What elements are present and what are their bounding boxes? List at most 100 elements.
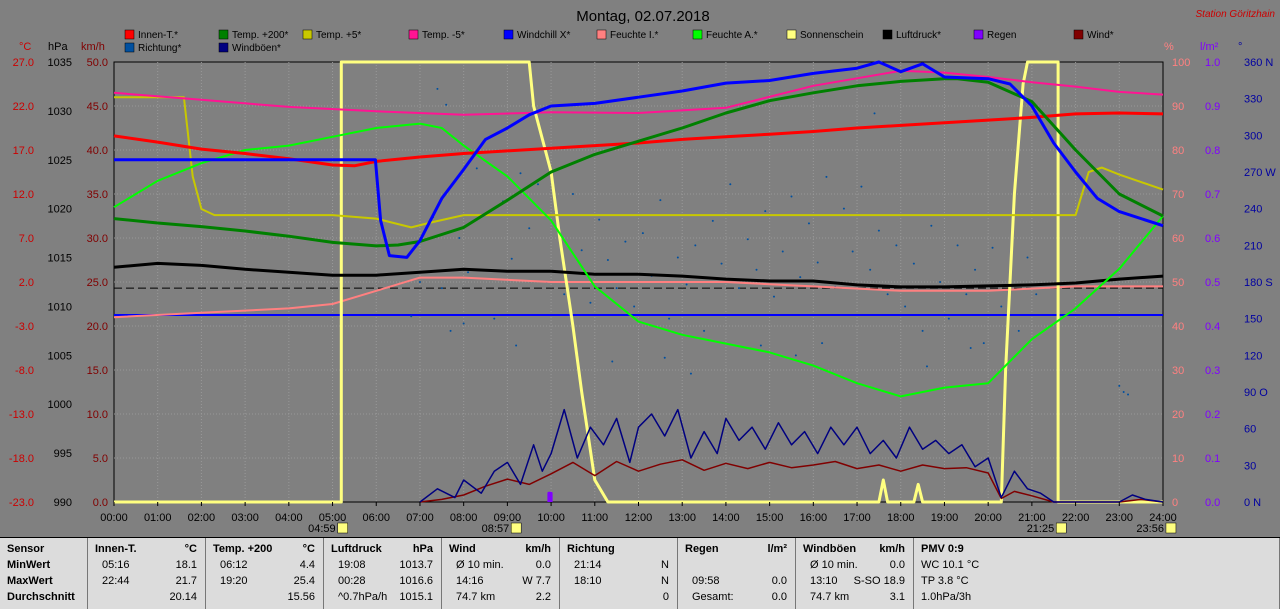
direction-point bbox=[755, 268, 758, 271]
direction-point bbox=[703, 329, 706, 332]
rain-tick-label: 0.2 bbox=[1205, 409, 1220, 421]
chart-title: Montag, 02.07.2018 bbox=[576, 8, 709, 25]
rain-tick-label: 0.9 bbox=[1205, 101, 1220, 113]
x-tick-label: 02:00 bbox=[188, 512, 216, 524]
rain-tick-label: 0.6 bbox=[1205, 233, 1220, 245]
table-header-label: Windböen bbox=[803, 543, 857, 555]
temp-unit: °C bbox=[19, 41, 31, 53]
x-tick-label: 06:00 bbox=[362, 512, 390, 524]
legend-item-richtung-swatch bbox=[124, 42, 135, 53]
direction-point bbox=[790, 195, 793, 198]
wind-tick-label: 20.0 bbox=[87, 321, 108, 333]
press-tick-label: 1025 bbox=[48, 155, 72, 167]
x-tick-label: 04:00 bbox=[275, 512, 303, 524]
direction-point bbox=[1122, 391, 1125, 393]
x-tick-label: 13:00 bbox=[668, 512, 696, 524]
table-row: 09:58 0.0 bbox=[678, 573, 795, 589]
humid-tick-label: 80 bbox=[1172, 145, 1184, 157]
table-cell-value: 0 bbox=[662, 591, 669, 603]
legend-item-wind-swatch bbox=[1073, 29, 1084, 40]
dir-tick-label: 0 N bbox=[1244, 497, 1261, 509]
table-header-label: Regen bbox=[685, 543, 719, 555]
wind-tick-label: 5.0 bbox=[93, 453, 108, 465]
table-header-unit: l/m² bbox=[767, 543, 787, 555]
table-row: 19:08 1013.7 bbox=[324, 557, 441, 573]
table-row: 15.56 bbox=[206, 589, 323, 605]
direction-point bbox=[676, 256, 679, 259]
direction-point bbox=[947, 317, 950, 320]
table-header-label: Temp. +200 bbox=[213, 543, 273, 555]
direction-point bbox=[1118, 384, 1121, 387]
legend-item-innen-t-swatch bbox=[124, 29, 135, 40]
series-temp-5 bbox=[114, 96, 1164, 229]
wind-tick-label: 35.0 bbox=[87, 189, 108, 201]
direction-point bbox=[589, 301, 592, 304]
x-tick-label: 21:00 bbox=[1018, 512, 1046, 524]
legend-item-temp-5-swatch bbox=[408, 29, 419, 40]
press-tick-label: 1030 bbox=[48, 106, 72, 118]
table-row-label: MaxWert bbox=[7, 575, 53, 587]
statistics-table: Sensor MinWert MaxWert Durchschnitt Innen-T.… bbox=[0, 537, 1280, 609]
x-tick-label: 07:00 bbox=[406, 512, 434, 524]
table-header: Temp. +200 °C bbox=[206, 541, 323, 557]
table-row: Ø 10 min. 0.0 bbox=[442, 557, 559, 573]
table-row: 05:16 18.1 bbox=[88, 557, 205, 573]
table-cell-value: 1016.6 bbox=[399, 575, 433, 587]
direction-point bbox=[930, 224, 933, 227]
x-tick-label: 12:00 bbox=[625, 512, 653, 524]
table-cell-value: 0.0 bbox=[771, 591, 787, 603]
direction-point bbox=[458, 237, 461, 239]
station-name: Station Göritzhain bbox=[1196, 9, 1276, 20]
direction-point bbox=[738, 287, 741, 290]
wind-tick-label: 30.0 bbox=[87, 233, 108, 245]
x-tick-label: 08:00 bbox=[450, 512, 478, 524]
dir-tick-label: 240 bbox=[1244, 204, 1262, 216]
table-header: Richtung bbox=[560, 541, 677, 557]
table-cell-time: 18:10 bbox=[574, 575, 602, 587]
table-cell-value: 2.2 bbox=[535, 591, 551, 603]
sun-marker-label: 08:57 bbox=[482, 523, 510, 535]
series-windchill-x bbox=[114, 60, 1164, 259]
weather-chart: Montag, 02.07.2018 Station Göritzhain In… bbox=[8, 8, 1277, 535]
dir-tick-label: 300 bbox=[1244, 130, 1262, 142]
rain-tick-label: 0.3 bbox=[1205, 365, 1220, 377]
temp-tick-label: -23.0 bbox=[9, 497, 34, 509]
table-row: 06:12 4.4 bbox=[206, 557, 323, 573]
table-row: WC 10.1 °C bbox=[914, 557, 1279, 573]
direction-point bbox=[746, 238, 749, 241]
direction-point bbox=[418, 281, 421, 283]
wind-tick-label: 0.0 bbox=[93, 497, 108, 509]
table-header-unit: °C bbox=[302, 543, 315, 555]
x-tick-label: 15:00 bbox=[756, 512, 784, 524]
table-cell-time: 13:10 bbox=[810, 575, 838, 587]
legend-item-regen: Regen bbox=[987, 30, 1016, 41]
table-cell-value: N bbox=[661, 575, 669, 587]
table-cell-value: S-SO 18.9 bbox=[853, 575, 905, 587]
table-row bbox=[678, 557, 795, 573]
table-cell-time: 19:08 bbox=[338, 559, 366, 571]
direction-point bbox=[781, 250, 784, 253]
rain-tick-label: 0.0 bbox=[1205, 497, 1220, 509]
table-row: 0 bbox=[560, 589, 677, 605]
wind-tick-label: 10.0 bbox=[87, 409, 108, 421]
legend-item-regen-swatch bbox=[973, 29, 984, 40]
humid-tick-label: 30 bbox=[1172, 365, 1184, 377]
x-tick-label: 16:00 bbox=[800, 512, 828, 524]
rain-tick-label: 0.4 bbox=[1205, 321, 1220, 333]
x-tick-label: 11:00 bbox=[581, 512, 608, 524]
table-cell-value: 0.0 bbox=[535, 559, 551, 571]
sun-marker-icon bbox=[1055, 522, 1067, 534]
table-row: MaxWert bbox=[0, 573, 87, 589]
table-column: Richtung 21:14 N 18:10 N 0 bbox=[560, 538, 678, 609]
direction-point bbox=[633, 305, 636, 308]
direction-point bbox=[510, 257, 513, 260]
wind-tick-label: 45.0 bbox=[87, 101, 108, 113]
table-cell-time: Ø 10 min. bbox=[810, 559, 858, 571]
table-cell-time: 09:58 bbox=[692, 575, 720, 587]
legend-item-temp-5-swatch bbox=[302, 29, 313, 40]
direction-point bbox=[1017, 329, 1020, 332]
table-header-label: Innen-T. bbox=[95, 543, 137, 555]
direction-point bbox=[624, 240, 627, 243]
table-cell-value: N bbox=[661, 559, 669, 571]
direction-point bbox=[974, 268, 977, 271]
